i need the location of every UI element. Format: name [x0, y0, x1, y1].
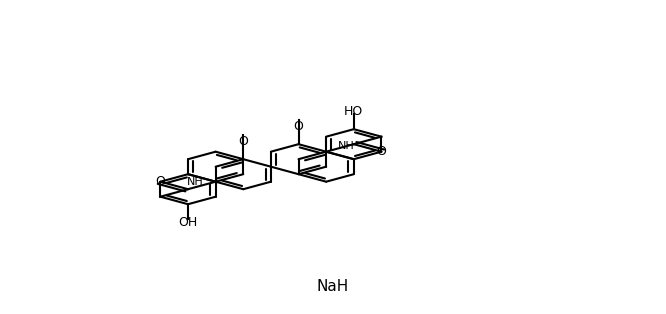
Text: NH: NH	[187, 177, 204, 187]
Text: O: O	[155, 175, 165, 188]
Text: NaH: NaH	[317, 279, 349, 294]
Text: O: O	[238, 136, 248, 149]
Text: NH: NH	[338, 141, 355, 151]
Text: O: O	[294, 121, 304, 133]
Text: OH: OH	[178, 216, 198, 229]
Text: O: O	[376, 145, 386, 158]
Text: HO: HO	[344, 105, 364, 117]
